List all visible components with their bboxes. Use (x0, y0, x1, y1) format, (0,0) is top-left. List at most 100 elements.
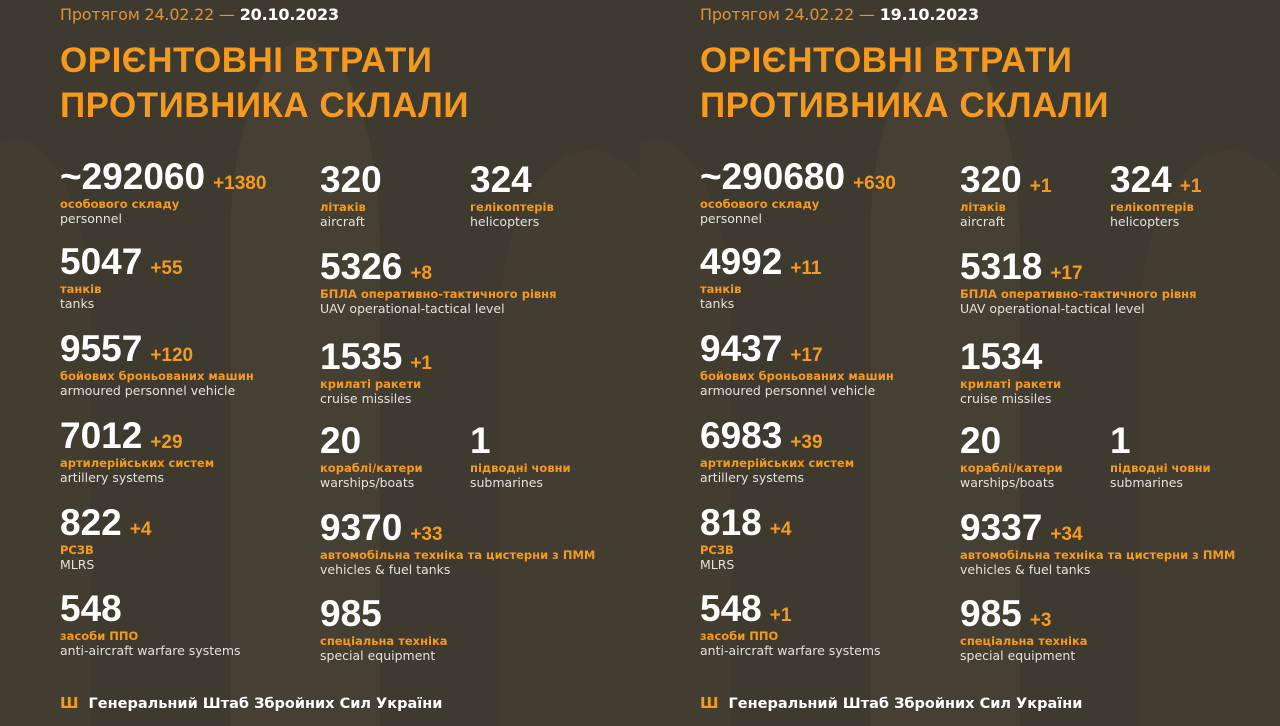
stat-mlrs: 818 +4 РСЗВ MLRS (700, 503, 792, 573)
stat-label-en: armoured personnel vehicle (700, 383, 876, 398)
stat-delta: +29 (150, 432, 183, 453)
stat-cruise-missiles: 1535 +1 крилаті ракети cruise missiles (320, 337, 432, 407)
stat-value-row: 548 +1 (700, 589, 881, 629)
stat-label-en: MLRS (700, 557, 735, 572)
stat-delta: +120 (150, 345, 194, 366)
stat-value-row: 5318 +17 (960, 247, 1197, 287)
stat-cruise-missiles: 1534 крилаті ракети cruise missiles (960, 337, 1062, 407)
stat-value-row: 320 (320, 160, 382, 200)
stat-submarines: 1 підводні човни submarines (470, 420, 571, 491)
stat-label-en: personnel (60, 211, 122, 226)
stat-label-en: vehicles & fuel tanks (320, 562, 451, 577)
losses-panel-20-10: Протягом 24.02.22 — 20.10.2023 ОРІЄНТОВНІ… (60, 5, 596, 713)
stat-value-row: 548 (60, 589, 241, 629)
stat-delta: +1 (769, 605, 792, 626)
stat-value-row: 9557 +120 (60, 329, 254, 369)
stat-label-ua: крилаті ракети (960, 377, 1062, 391)
stat-submarines: 1 підводні човни submarines (1110, 421, 1211, 491)
stat-value-row: 324 +1 (1110, 160, 1201, 200)
stat-label-ua: особового складу (700, 197, 820, 211)
period-prefix: Протягом 24.02.22 — (60, 5, 235, 24)
stat-value-row: 5326 +8 (320, 247, 557, 287)
stat-value: 9370 (320, 507, 403, 548)
stat-label-en: submarines (1110, 475, 1183, 490)
stat-label-ua: гелікоптерів (470, 200, 554, 214)
stat-label-ua: кораблі/катери (960, 461, 1063, 475)
stat-delta: +55 (150, 258, 183, 279)
stat-label-ua: літаків (960, 200, 1006, 214)
stat-warships: 20 кораблі/катери warships/boats (960, 420, 1063, 491)
stat-label-ua: спеціальна техніка (320, 634, 448, 648)
stat-value-row: 320 +1 (960, 160, 1051, 200)
stat-value-row: 20 (320, 421, 423, 461)
stat-delta: +1380 (213, 173, 267, 194)
stat-special-equipment: 985 +3 спеціальна техніка special equipment (960, 593, 1088, 664)
stat-label-en: vehicles & fuel tanks (960, 562, 1091, 577)
stat-label-en: armoured personnel vehicle (60, 383, 236, 398)
title-line-1: ОРІЄНТОВНІ ВТРАТИ (700, 41, 1073, 80)
stat-helicopters: 324 +1 гелікоптерів helicopters (1110, 160, 1201, 230)
stat-value: 320 (320, 159, 382, 200)
stat-label-ua: бойових броньованих машин (60, 369, 254, 383)
stat-label-en: helicopters (470, 214, 540, 229)
stat-value-row: ~292060 +1380 (60, 157, 266, 197)
stat-value: 985 (960, 593, 1022, 634)
stat-value: 320 (960, 159, 1022, 200)
stat-value-row: 822 +4 (60, 503, 151, 543)
stat-value: 5318 (960, 246, 1043, 287)
stat-value: 5047 (60, 241, 143, 282)
stat-label-ua: особового складу (60, 197, 180, 211)
stat-value: ~292060 (60, 156, 206, 197)
stat-value: 9337 (960, 507, 1043, 548)
stat-mlrs: 822 +4 РСЗВ MLRS (60, 503, 151, 573)
stat-uav: 5326 +8 БПЛА оперативно-тактичного рівня UA… (320, 247, 557, 317)
stat-label-ua: кораблі/катери (320, 461, 423, 475)
stat-label-ua: спеціальна техніка (960, 634, 1088, 648)
period-prefix: Протягом 24.02.22 — (700, 5, 875, 24)
stat-label-en: special equipment (960, 648, 1076, 663)
stat-vehicles: 9337 +34 автомобільна техніка та цистерни … (960, 508, 1236, 578)
stat-label-en: tanks (60, 296, 95, 311)
footer-text: Генеральний Штаб Збройних Сил України (728, 696, 1083, 712)
stat-label-ua: РСЗВ (700, 543, 734, 557)
stat-value-row: 9437 +17 (700, 329, 894, 369)
stat-delta: +34 (1050, 524, 1083, 545)
stat-value-row: 6983 +39 (700, 416, 854, 456)
stat-warships: 20 кораблі/катери warships/boats (320, 421, 423, 491)
stat-value-row: 1534 (960, 337, 1061, 377)
stat-value-row: 1 (1110, 421, 1211, 461)
stat-label-ua: автомобільна техніка та цистерни з ПММ (320, 548, 596, 562)
stat-label-en: artillery systems (60, 470, 165, 485)
stat-label-ua: підводні човни (1110, 461, 1211, 475)
period-date: 19.10.2023 (879, 5, 979, 24)
stat-label-ua: автомобільна техніка та цистерни з ПММ (960, 548, 1236, 562)
stat-aircraft: 320 +1 літаків aircraft (960, 160, 1051, 230)
stat-label-ua: підводні човни (470, 461, 571, 475)
stat-value-row: 324 (470, 160, 554, 200)
stat-delta: +8 (410, 263, 432, 284)
stat-value: 20 (960, 420, 1002, 461)
stat-delta: +4 (769, 519, 792, 540)
stat-label-en: cruise missiles (960, 391, 1052, 406)
stat-label-en: artillery systems (700, 470, 805, 485)
period-date: 20.10.2023 (239, 5, 339, 24)
stat-apv: 9437 +17 бойових броньованих машин armoured… (700, 329, 894, 399)
stat-value: 324 (470, 159, 532, 200)
footer: Ш Генеральний Штаб Збройних Сил України (60, 694, 442, 713)
stat-label-ua: БПЛА оперативно-тактичного рівня (960, 287, 1197, 301)
stat-label-en: UAV operational-tactical level (960, 301, 1145, 316)
stat-value: 1 (470, 420, 491, 461)
stat-artillery: 7012 +29 артилерійських систем artillery sy… (60, 416, 214, 486)
stat-helicopters: 324 гелікоптерів helicopters (470, 160, 554, 230)
stat-value: 822 (60, 502, 122, 543)
stat-delta: +1 (1179, 176, 1202, 197)
stat-label-ua: засоби ППО (700, 629, 779, 643)
period-line: Протягом 24.02.22 — 20.10.2023 (60, 5, 339, 24)
stat-label-en: MLRS (60, 557, 95, 572)
stat-special-equipment: 985 спеціальна техніка special equipment (320, 594, 448, 664)
stat-delta: +17 (1050, 263, 1083, 284)
stat-value-row: 9337 +34 (960, 508, 1235, 548)
stat-value: 1534 (960, 336, 1043, 377)
stat-value: 5326 (320, 246, 403, 287)
